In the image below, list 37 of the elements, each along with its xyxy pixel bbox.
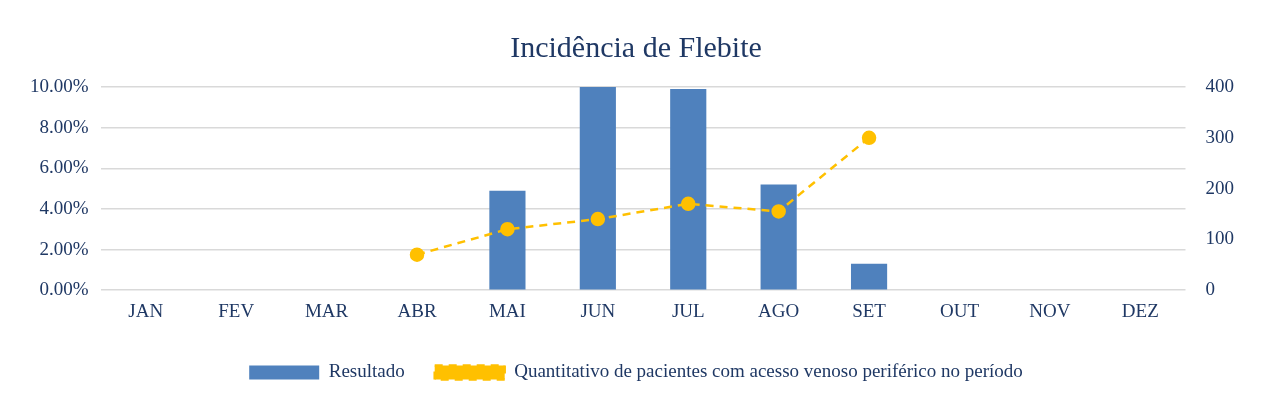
y2-tick-label: 200 xyxy=(1205,176,1234,198)
y-tick-label: 6.00% xyxy=(39,156,89,178)
y2-tick-label: 100 xyxy=(1205,227,1234,249)
bar xyxy=(670,89,707,290)
x-tick-label: DEZ xyxy=(1121,299,1159,321)
x-tick-label: JUL xyxy=(671,299,705,321)
point xyxy=(861,130,877,146)
point xyxy=(771,204,786,219)
x-tick-label: MAI xyxy=(488,299,526,321)
y2-tick-label: 0 xyxy=(1205,278,1215,300)
x-tick-label: SET xyxy=(852,299,887,321)
y-tick-label: 2.00% xyxy=(39,237,89,259)
x-tick-label: JAN xyxy=(128,299,164,321)
y2-tick-label: 400 xyxy=(1205,74,1234,96)
bar xyxy=(850,263,888,290)
point xyxy=(590,211,606,227)
x-tick-label: AGO xyxy=(758,299,800,321)
y2-tick-label: 300 xyxy=(1205,125,1234,147)
x-tick-label: JUN xyxy=(580,299,616,321)
x-tick-label: FEV xyxy=(218,299,255,321)
y-tick-label: 4.00% xyxy=(39,196,89,218)
x-tick-label: MAR xyxy=(304,299,349,321)
point xyxy=(500,221,515,237)
bar xyxy=(579,87,616,290)
legend-label: Quantitativo de pacientes com acesso venoso periférico no período xyxy=(514,360,1023,382)
y-tick-label: 10.00% xyxy=(30,74,89,96)
x-tick-label: NOV xyxy=(1029,299,1071,321)
x-tick-label: OUT xyxy=(939,299,980,321)
legend-label: Resultado xyxy=(328,360,405,382)
y-tick-label: 0.00% xyxy=(39,278,89,300)
point xyxy=(409,247,425,262)
chart-title: Incidência de Flebite xyxy=(510,29,762,63)
point xyxy=(680,196,696,212)
bar xyxy=(760,184,797,290)
x-tick-label: ABR xyxy=(397,299,437,321)
bar xyxy=(489,190,526,290)
y-tick-label: 8.00% xyxy=(39,115,89,137)
